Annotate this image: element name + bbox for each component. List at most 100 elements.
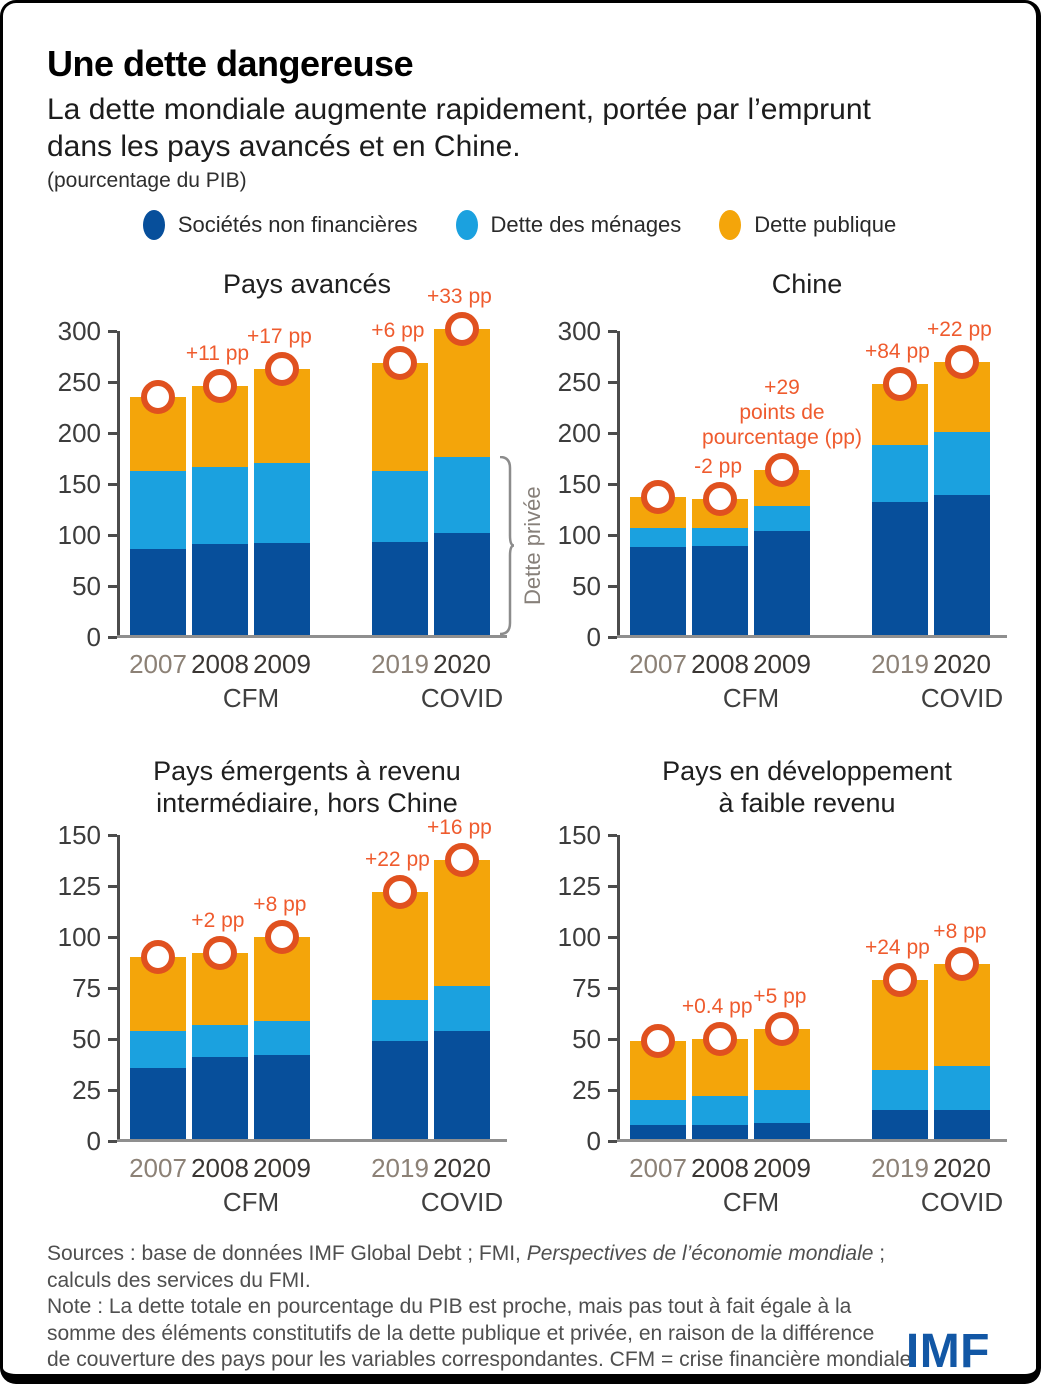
bar-2008: -2 pp	[692, 455, 748, 635]
y-axis-tick	[108, 635, 117, 639]
bar-2007	[130, 940, 186, 1139]
group-label-cfm: CFM	[722, 1187, 780, 1217]
bar-2019: +6 pp	[371, 319, 428, 635]
y-axis-tick-label: 25	[572, 1075, 601, 1105]
y-axis-tick	[108, 935, 117, 939]
segment-snf-2019	[372, 542, 428, 635]
year-label-2019: 2019	[371, 649, 429, 679]
change-marker-2009	[265, 351, 299, 386]
year-label-2020: 2020	[433, 1153, 491, 1183]
group-label-covid: COVID	[920, 1187, 1004, 1217]
y-axis-tick	[108, 1139, 117, 1143]
segment-menages-2019	[872, 1069, 928, 1111]
y-axis-tick-label: 75	[572, 973, 601, 1003]
change-marker-2020	[445, 842, 479, 877]
segment-menages-2008	[692, 527, 748, 547]
y-axis-tick	[608, 431, 617, 435]
year-label-2007: 2007	[129, 1153, 187, 1183]
segment-snf-2008	[192, 544, 248, 635]
x-axis-baseline	[117, 635, 507, 638]
segment-snf-2009	[254, 1055, 310, 1139]
chart-developpement-faible-revenu: Pays en développement à faible revenu 0 25…	[547, 755, 1007, 1219]
chart-plot: 0 25 50 75 100 125 150 +0.4 pp +5 pp +24 pp +8 pp	[547, 820, 1007, 1156]
y-axis-tick-label: 150	[557, 469, 601, 499]
segment-snf-2008	[692, 1124, 748, 1139]
change-marker-2007	[141, 940, 175, 975]
change-marker-2009	[265, 920, 299, 955]
change-annotation-2020: +33 pp	[426, 285, 492, 308]
chart-title: Pays émergents à revenu intermédiaire, h…	[153, 756, 461, 818]
segment-menages-2007	[630, 1100, 686, 1125]
segment-menages-2019	[872, 445, 928, 503]
y-axis-tick	[108, 431, 117, 435]
legend-item-publique: Dette publique	[719, 210, 896, 240]
change-annotation-2019: +24 pp	[864, 935, 930, 959]
segment-snf-2009	[754, 530, 810, 635]
y-axis-tick-label: 300	[57, 316, 101, 346]
change-annotation-2019: +6 pp	[371, 318, 425, 342]
segment-snf-2020	[934, 1110, 990, 1139]
change-annotation-2008: +0.4 pp	[681, 995, 753, 1019]
y-axis-tick-label: 25	[72, 1075, 101, 1105]
bar-2008: +0.4 pp	[682, 995, 753, 1139]
year-label-2020: 2020	[433, 649, 491, 679]
y-axis-line	[617, 331, 620, 637]
y-axis-tick	[608, 329, 617, 333]
segment-menages-2020	[934, 1065, 990, 1111]
imf-logo: IMF	[905, 1325, 990, 1378]
bar-2007	[630, 480, 686, 635]
menages-swatch-icon	[455, 210, 478, 240]
change-marker-2009	[765, 452, 799, 487]
bar-2009: +29 points de pourcentage (pp)	[702, 376, 862, 635]
y-axis-tick	[608, 635, 617, 639]
segment-menages-2007	[630, 527, 686, 548]
chart-pays-avances: Pays avancés 0 50 100 150 200 250 300 +11 pp +17 …	[47, 267, 547, 715]
change-marker-2007	[141, 380, 175, 415]
year-label-2019: 2019	[371, 1153, 429, 1183]
year-label-2007: 2007	[129, 649, 187, 679]
segment-snf-2007	[630, 1124, 686, 1139]
change-marker-2019	[883, 367, 917, 402]
change-marker-2019	[383, 875, 417, 910]
segment-snf-2007	[630, 547, 686, 635]
y-axis-tick-label: 0	[86, 1126, 101, 1156]
chart-plot: 0 25 50 75 100 125 150 +2 pp +8 pp +22 pp +16 pp	[47, 816, 547, 1156]
bars-area: -2 pp +29 points de pourcentage (pp) +84 p…	[620, 318, 1036, 637]
bar-2020: +33 pp	[427, 285, 492, 635]
footer: Sources : base de données IMF Global Deb…	[47, 1241, 992, 1374]
y-axis-tick-label: 250	[557, 367, 601, 397]
year-label-2020: 2020	[933, 1153, 991, 1183]
group-label-cfm: CFM	[722, 683, 780, 713]
y-axis-tick	[108, 986, 117, 990]
legend-label-publique: Dette publique	[754, 212, 897, 237]
note-line-3: de couverture des pays pour les variable…	[47, 1348, 918, 1371]
change-annotation-2020: +16 pp	[426, 815, 492, 839]
y-axis-tick-label: 200	[557, 418, 601, 448]
segment-menages-2009	[754, 1090, 810, 1123]
legend-item-snf: Sociétés non financières	[142, 210, 418, 240]
y-axis-tick-label: 150	[557, 820, 601, 850]
year-label-2009: 2009	[253, 1153, 311, 1183]
bar-2020: +22 pp	[927, 318, 992, 635]
year-label-2019: 2019	[871, 1153, 929, 1183]
x-axis-labels: 2007 2008 2009 2019 2020 CFM COVID	[620, 1147, 1004, 1219]
segment-menages-2008	[192, 1024, 248, 1058]
y-axis-tick	[608, 1139, 617, 1143]
change-annotation-2008: +11 pp	[185, 342, 250, 366]
segment-snf-2020	[934, 495, 990, 635]
segment-menages-2009	[254, 462, 310, 544]
change-marker-2008	[703, 1022, 737, 1057]
change-marker-2009	[765, 1011, 799, 1046]
chart-emergents-hors-chine: Pays émergents à revenu intermédiaire, h…	[47, 755, 547, 1219]
segment-snf-2020	[434, 533, 490, 635]
chart-title: Pays avancés	[222, 269, 392, 299]
change-marker-2020	[945, 946, 979, 981]
y-axis-tick	[608, 986, 617, 990]
y-axis-tick	[608, 833, 617, 837]
year-label-2009: 2009	[753, 1153, 811, 1183]
chart-plot: 0 50 100 150 200 250 300 +11 pp +17 pp +6 pp +33 p…	[47, 285, 547, 652]
sources-text: Sources : base de données IMF Global Deb…	[47, 1242, 527, 1265]
segment-snf-2020	[434, 1030, 490, 1139]
bar-2009: +5 pp	[753, 985, 810, 1139]
segment-menages-2007	[130, 1030, 186, 1068]
